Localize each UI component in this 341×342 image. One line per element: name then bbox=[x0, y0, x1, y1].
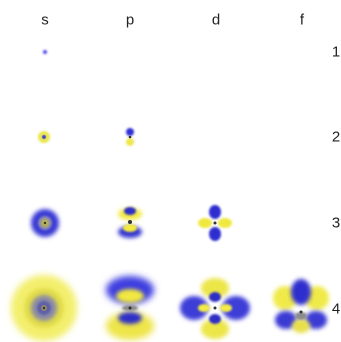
orbital-3s bbox=[31, 209, 59, 237]
orbital-3d bbox=[198, 205, 232, 241]
column-label-p: p bbox=[125, 11, 135, 29]
row-label-4: 4 bbox=[331, 300, 341, 318]
orbital-2p bbox=[126, 128, 134, 146]
column-label-s: s bbox=[41, 11, 49, 29]
column-label-f: f bbox=[299, 11, 305, 29]
row-label-1: 1 bbox=[331, 43, 341, 61]
column-label-d: d bbox=[211, 11, 221, 29]
orbital-4s bbox=[11, 275, 77, 341]
orbital-4d bbox=[180, 278, 250, 339]
orbital-2s bbox=[38, 131, 50, 143]
orbital-1s bbox=[43, 50, 47, 54]
row-label-2: 2 bbox=[331, 128, 341, 146]
orbital-3p bbox=[118, 207, 142, 238]
orbital-4p bbox=[106, 276, 154, 340]
row-label-3: 3 bbox=[331, 214, 341, 232]
orbital-4f bbox=[273, 279, 329, 333]
